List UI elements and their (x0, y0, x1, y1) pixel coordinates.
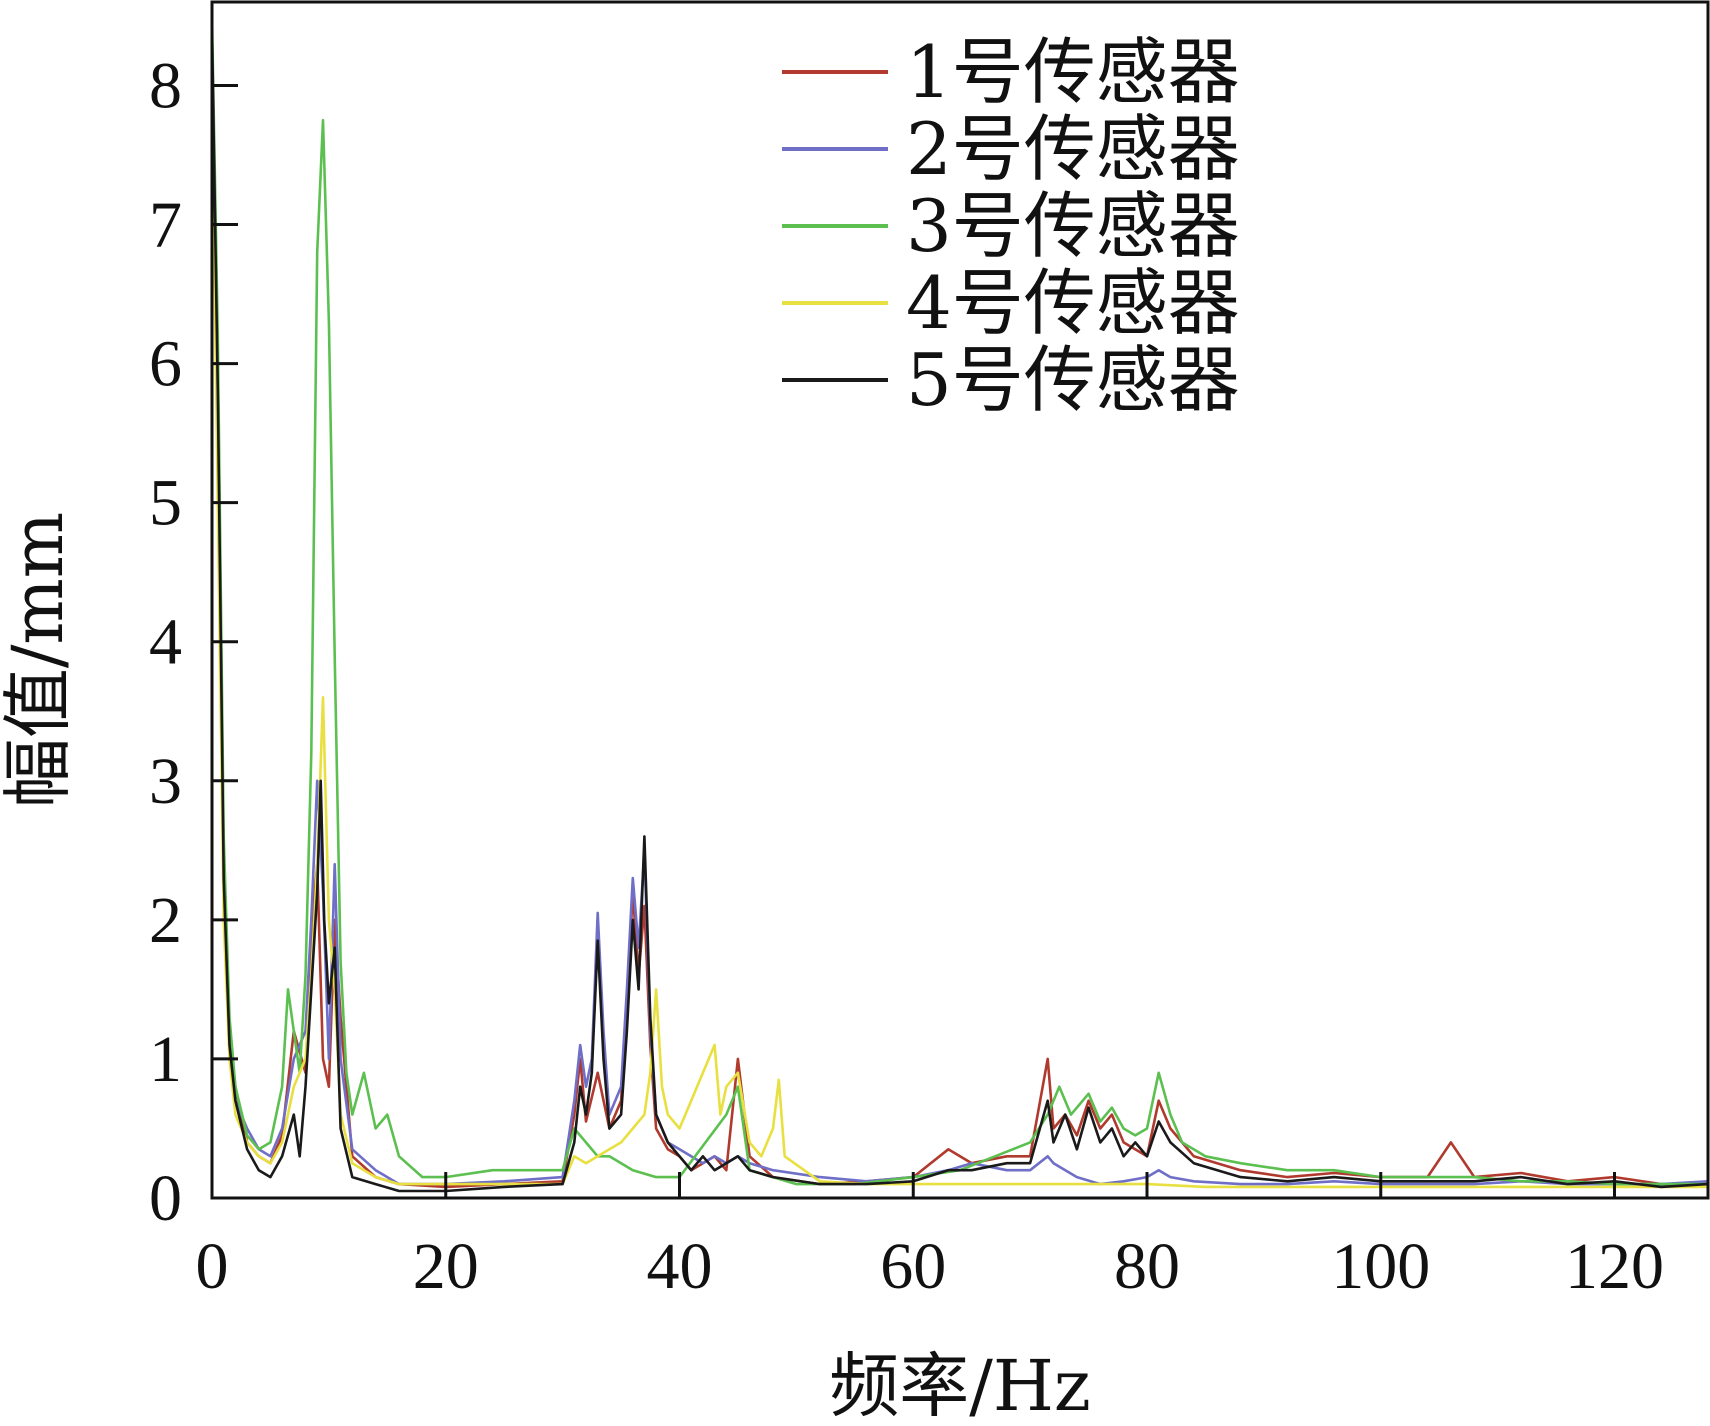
legend-label-5: 5号传感器 (906, 338, 1240, 422)
y-tick-label: 8 (149, 49, 182, 122)
y-tick-label: 1 (149, 1023, 182, 1096)
x-tick-label: 40 (647, 1230, 713, 1303)
y-tick-label: 5 (149, 467, 182, 540)
y-axis-title: 幅值/mm (0, 512, 79, 808)
y-tick-label: 4 (149, 606, 182, 679)
x-tick-label: 20 (413, 1230, 479, 1303)
y-tick-label: 3 (149, 745, 182, 818)
ticks-layer: 0 20 40 60 80 100 120 0 1 2 3 4 5 6 7 8 (149, 49, 1664, 1303)
y-tick-label: 2 (149, 884, 182, 957)
series-line-3 (210, 14, 1710, 1186)
y-tick-label: 7 (149, 189, 182, 262)
legend-label-1: 1号传感器 (906, 30, 1240, 114)
y-tick-label: 6 (149, 328, 182, 401)
y-tick-label: 0 (149, 1162, 182, 1235)
x-axis-title: 频率/Hz (829, 1345, 1091, 1426)
x-tick-label: 120 (1565, 1230, 1664, 1303)
legend-label-2: 2号传感器 (906, 107, 1240, 191)
series-layer (210, 14, 1710, 1193)
x-tick-label: 100 (1331, 1230, 1430, 1303)
x-tick-label: 0 (196, 1230, 229, 1303)
plot-frame (210, 0, 1710, 1200)
legend-label-4: 4号传感器 (906, 261, 1240, 345)
legend-label-3: 3号传感器 (906, 184, 1240, 268)
x-tick-label: 60 (880, 1230, 946, 1303)
series-line-5 (210, 28, 1710, 1193)
series-line-4 (210, 84, 1710, 1189)
x-tick-label: 80 (1114, 1230, 1180, 1303)
